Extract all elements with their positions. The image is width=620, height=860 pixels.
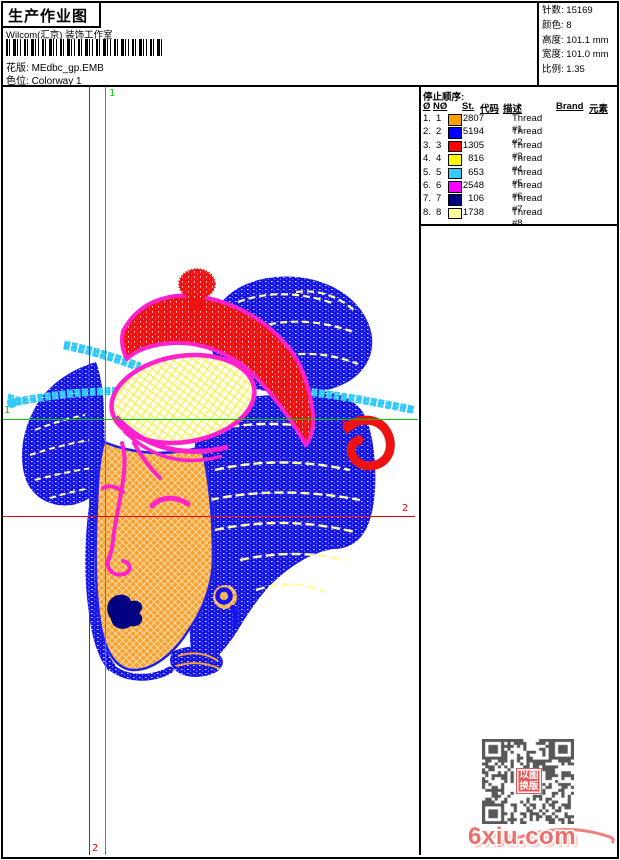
stamp-text: 以图换版 [519,770,539,792]
watermark-swoosh [497,827,615,848]
header-divider [3,85,617,87]
thread-swatch [448,127,462,139]
lips [107,594,143,629]
thread-swatch [448,194,462,206]
red-vertical-guide [89,87,90,855]
green-vertical-guide [105,87,106,855]
pompom [178,268,216,311]
site-watermark: 6xiu.com [468,823,577,850]
info-divider [537,3,539,85]
green-vertical-guide-label: 1 [109,88,116,99]
pattern-file-line: 花版: MEdbc_gp.EMB [6,59,104,74]
col-element: 元素 [589,104,609,115]
forehead-panel [109,352,257,446]
col-code: 代码 [480,104,500,115]
height-line: 高度: 101.1 mm [542,34,609,46]
sheet-title-box: 生产作业图 [3,3,101,28]
design-info-box: 针数: 15169 颜色: 8 高度: 101.1 mm 宽度: 101.0 m… [542,4,609,78]
thread-swatch [448,114,462,126]
green-horizontal-guide-label: 1 [4,405,11,416]
studio-name: Wilcom(汇京) 装饰工作室 [6,30,113,41]
red-horizontal-guide [3,516,415,517]
col-needle: NØ [433,101,448,112]
hat-band [120,293,316,447]
pattern-label: 花版: [6,63,29,74]
table-left-border [419,87,421,855]
thread-swatch [448,167,462,180]
barcode [6,39,164,56]
green-horizontal-guide [3,419,418,420]
color-count-line: 颜色: 8 [542,19,572,31]
pattern-value: MEdbc_gp.EMB [31,63,104,74]
thread-swatch [448,207,462,220]
sheet-title: 生产作业图 [8,8,89,25]
colorway-line: 色位: Colorway 1 [6,72,82,87]
col-brand: Brand [556,101,584,112]
stitch-count-line: 针数: 15169 [542,5,593,16]
stop-sequence-title: 停止顺序: [423,92,465,103]
scale-line: 比例: 1.35 [542,64,585,76]
col-seq: Ø [423,101,431,112]
red-horizontal-guide-label: 2 [402,503,409,514]
thread-swatch [448,181,462,193]
thread-swatch [448,140,462,153]
col-st: St. [462,101,475,112]
thread-swatch [448,154,462,166]
face-details [101,415,239,677]
red-vertical-guide-label: 2 [92,843,99,854]
qr-center-stamp: 以图换版 [516,768,542,794]
colorway-label: 色位: [6,76,29,87]
col-desc: 描述 [503,104,523,115]
hair-ornament-curl [342,415,395,471]
colorway-value: Colorway 1 [31,76,82,87]
width-line: 宽度: 101.0 mm [542,49,609,61]
table-bottom-border [421,224,617,226]
